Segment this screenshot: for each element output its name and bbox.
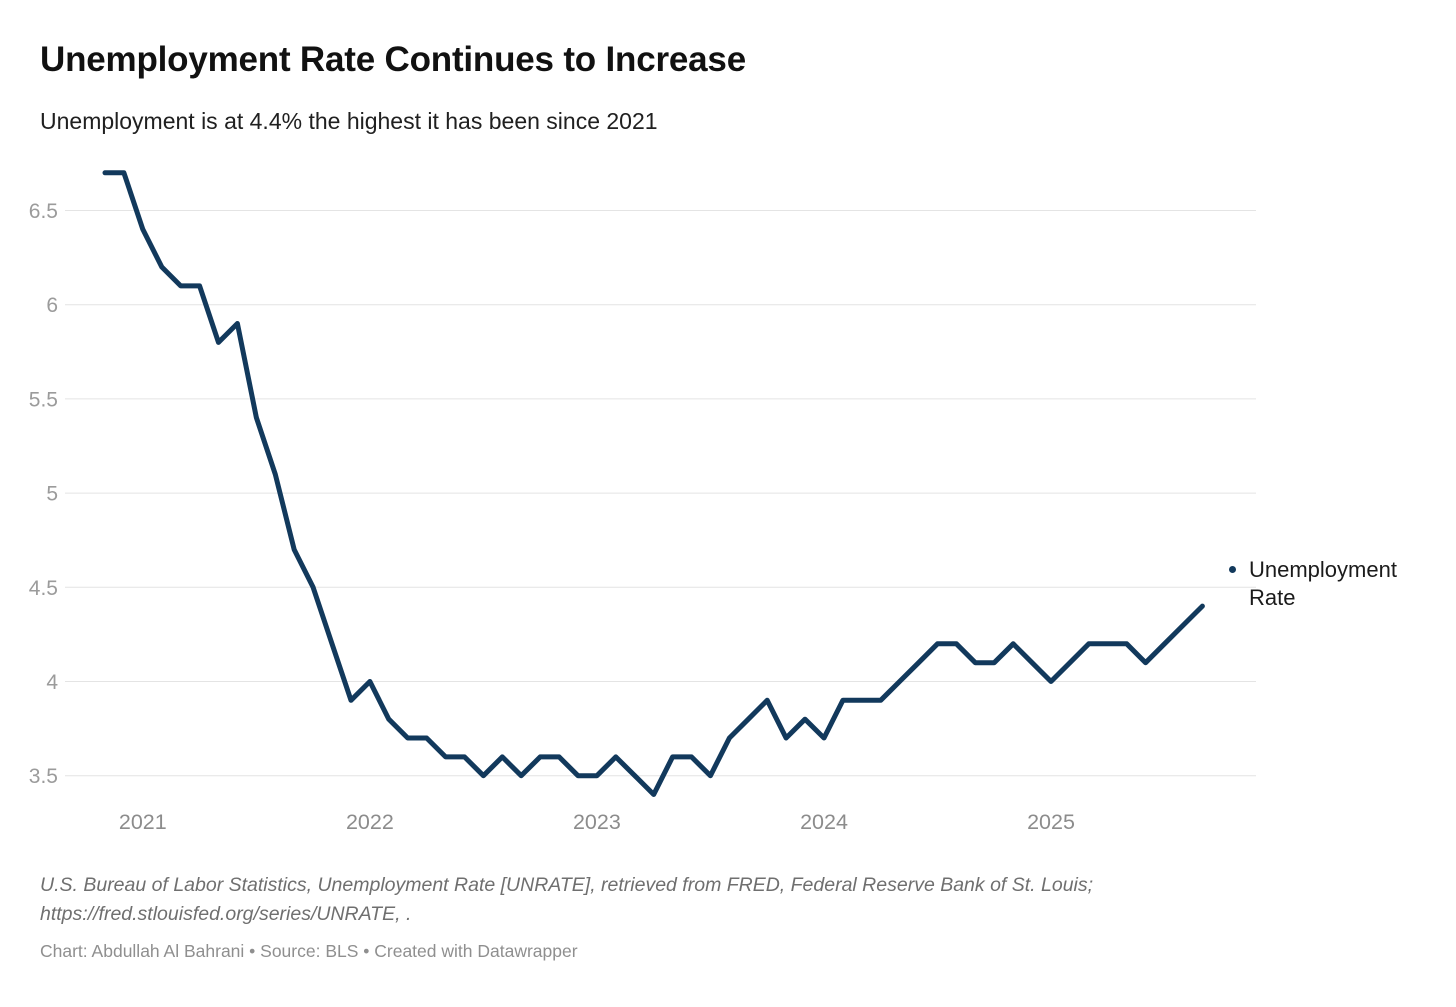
y-tick-label: 4 [46, 671, 58, 694]
x-tick-label: 2023 [573, 810, 621, 834]
unemployment-rate-line [102, 170, 1205, 797]
x-tick-label: 2024 [800, 810, 848, 834]
x-tick-label: 2021 [119, 810, 167, 834]
x-tick-label: 2025 [1027, 810, 1075, 834]
legend-dot-icon [1229, 566, 1236, 573]
y-tick-label: 6.5 [29, 200, 58, 223]
legend-label: Unemployment Rate [1249, 557, 1397, 610]
y-tick-label: 5 [46, 483, 58, 506]
source-note: U.S. Bureau of Labor Statistics, Unemplo… [40, 871, 1340, 929]
source-line-2: https://fred.stlouisfed.org/series/UNRAT… [40, 903, 412, 925]
chart-subtitle: Unemployment is at 4.4% the highest it h… [40, 108, 658, 134]
legend: Unemployment Rate [1229, 556, 1429, 612]
y-tick-label: 6 [46, 294, 58, 317]
y-tick-label: 4.5 [29, 577, 58, 600]
credit-note: Chart: Abdullah Al Bahrani • Source: BLS… [40, 941, 578, 961]
source-line-1: U.S. Bureau of Labor Statistics, Unemplo… [40, 874, 1094, 896]
y-tick-label: 3.5 [29, 765, 58, 788]
y-tick-label: 5.5 [29, 388, 58, 411]
chart-title: Unemployment Rate Continues to Increase [40, 40, 746, 79]
x-tick-label: 2022 [346, 810, 394, 834]
